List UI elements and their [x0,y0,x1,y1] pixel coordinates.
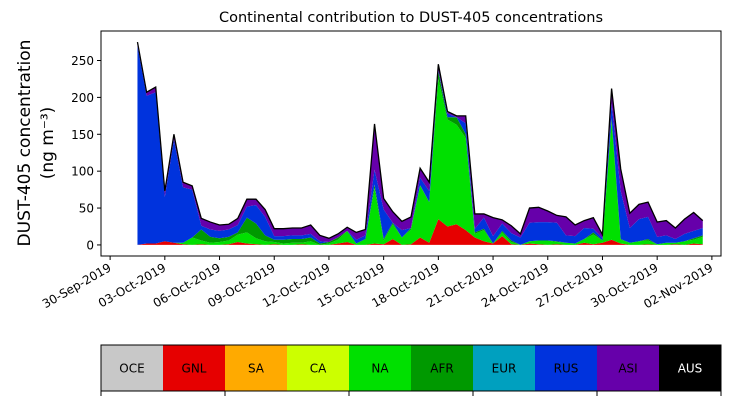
x-axis: 30-Sep-201903-Oct-201906-Oct-201909-Oct-… [40,256,715,311]
area-rus [137,45,703,245]
legend-frame [100,344,722,392]
legend-label-gnl: GNL [182,362,207,376]
y-axis: 0 50 100 150 200 250 [71,54,101,252]
chart-title: Continental contribution to DUST-405 con… [219,10,603,26]
legend-swatch-gnl [163,345,226,391]
y-tick-label: 100 [71,165,94,179]
legend-label-afr: AFR [430,362,453,376]
y-axis-label: DUST-405 concentration (ng m⁻³) [15,40,58,247]
legend-swatch-asi [597,345,660,391]
legend-swatch-eur [473,345,536,391]
y-tick-label: 50 [79,202,94,216]
legend-label-eur: EUR [492,362,517,376]
legend-label-oce: OCE [119,362,144,376]
y-tick-label: 150 [71,128,94,142]
legend-swatch-na [349,345,412,391]
y-axis-label-line2: (ng m⁻³) [38,107,58,180]
series-areas [136,41,704,245]
legend-label-asi: ASI [618,362,637,376]
legend-label-ca: CA [310,362,327,376]
area-na [137,78,703,245]
total-outline [136,41,704,239]
y-tick-label: 250 [71,54,94,68]
legend-swatch-rus [535,345,598,391]
y-axis-label-line1: DUST-405 concentration [15,40,35,247]
y-tick-label: 0 [86,238,94,252]
plot-frame [100,30,722,257]
legend-swatch-afr [411,345,474,391]
legend-label-aus: AUS [678,362,703,376]
legend-label-na: NA [371,362,389,376]
legend-swatch-oce [101,345,164,391]
legend-swatch-ca [287,345,350,391]
y-tick-label: 200 [71,91,94,105]
legend-swatch-sa [225,345,288,391]
area-gnl [137,219,703,245]
legend-label-sa: SA [248,362,265,376]
legend-swatch-aus [659,345,722,391]
legend: OCE GNL SA CA NA AFR EUR RUS ASI AUS [100,344,722,396]
legend-label-rus: RUS [554,362,579,376]
